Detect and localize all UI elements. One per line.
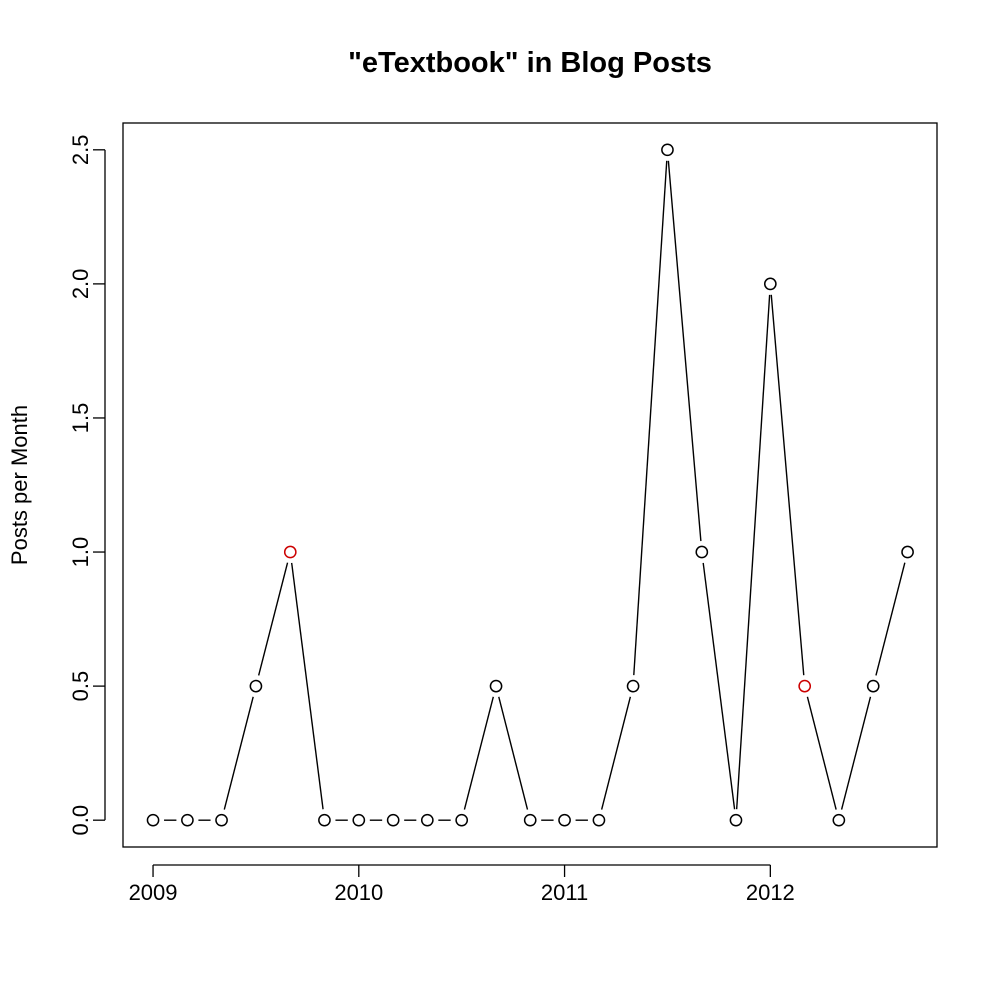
y-tick-label: 0.0 xyxy=(68,805,93,836)
data-point xyxy=(489,679,503,693)
data-point xyxy=(523,813,537,827)
x-tick-label: 2012 xyxy=(746,880,795,905)
chart-title: "eTextbook" in Blog Posts xyxy=(348,47,712,79)
y-tick-label: 1.0 xyxy=(68,537,93,568)
data-point xyxy=(386,813,400,827)
data-point xyxy=(318,813,331,827)
series-lines xyxy=(164,160,906,821)
series-segment xyxy=(875,562,906,676)
series-segment xyxy=(770,294,805,676)
series-segment xyxy=(667,160,702,542)
y-axis-title: Posts per Month xyxy=(7,405,32,565)
x-axis: 2009 2010 2011 2012 xyxy=(129,864,795,905)
data-point xyxy=(455,813,469,827)
series-segment xyxy=(498,696,529,810)
data-point xyxy=(592,813,606,827)
data-point xyxy=(763,277,777,291)
series-segment xyxy=(223,696,254,810)
data-point xyxy=(729,813,743,827)
data-point xyxy=(181,813,194,827)
data-point xyxy=(352,813,366,827)
series-segment xyxy=(257,562,289,676)
y-axis: 0.0 0.5 1.0 1.5 2.0 2.5 xyxy=(68,135,106,836)
data-point xyxy=(215,813,228,827)
series-points xyxy=(146,143,914,827)
series-segment xyxy=(463,696,494,810)
data-point xyxy=(661,143,674,157)
data-point xyxy=(146,813,160,827)
series-segment xyxy=(290,562,324,810)
series-segment xyxy=(806,696,837,810)
series-segment xyxy=(840,696,872,810)
highlighted-data-point xyxy=(798,679,812,693)
series-segment xyxy=(702,562,736,810)
plot-frame xyxy=(122,122,938,848)
series-segment xyxy=(600,696,632,810)
data-point xyxy=(626,679,640,693)
y-tick-label: 2.0 xyxy=(68,269,93,300)
data-point xyxy=(420,813,434,827)
x-tick-label: 2011 xyxy=(541,880,588,905)
data-point xyxy=(866,679,880,693)
y-tick-label: 2.5 xyxy=(68,135,93,166)
x-tick-label: 2010 xyxy=(334,880,383,905)
data-point xyxy=(832,813,846,827)
data-point xyxy=(558,813,571,827)
data-point xyxy=(695,545,709,559)
y-tick-label: 0.5 xyxy=(68,671,93,702)
data-point xyxy=(249,679,263,693)
series-segment xyxy=(633,160,668,676)
highlighted-data-point xyxy=(283,545,297,559)
data-point xyxy=(901,545,914,559)
series-segment xyxy=(735,294,771,810)
y-tick-label: 1.5 xyxy=(68,403,93,434)
x-tick-label: 2009 xyxy=(129,880,178,905)
